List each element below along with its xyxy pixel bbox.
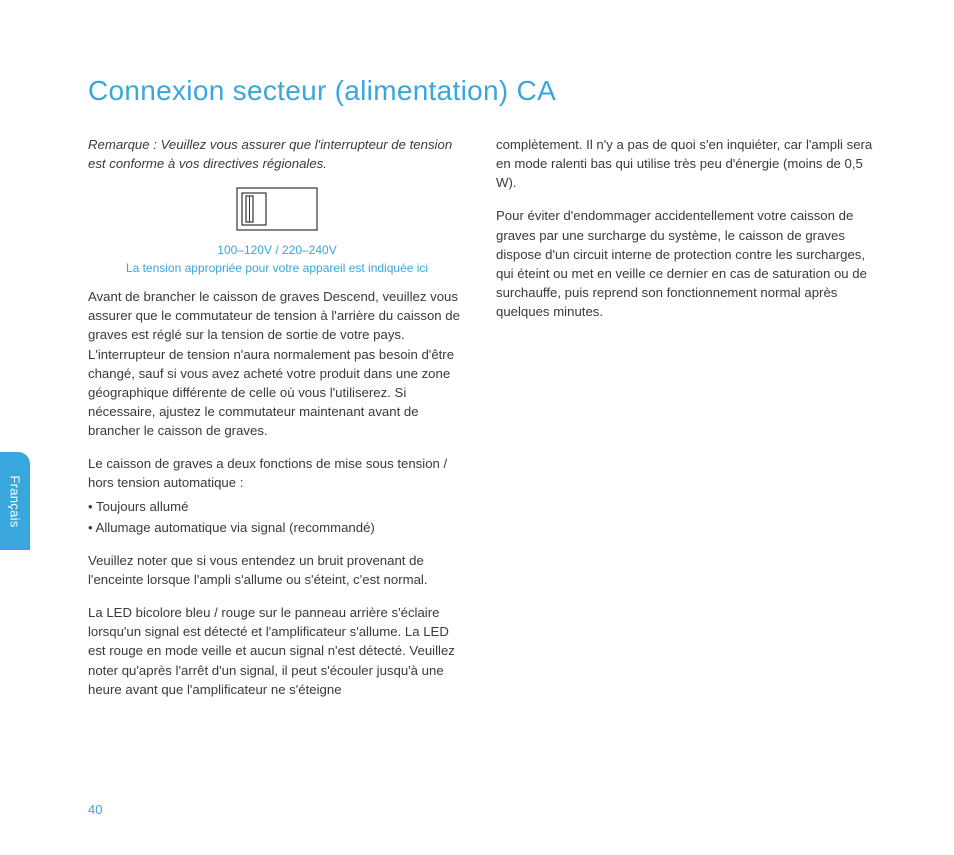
note-text: Remarque : Veuillez vous assurer que l'i… bbox=[88, 135, 466, 173]
page-number: 40 bbox=[88, 802, 102, 817]
paragraph: La LED bicolore bleu / rouge sur le pann… bbox=[88, 603, 466, 699]
two-column-layout: Remarque : Veuillez vous assurer que l'i… bbox=[88, 135, 874, 713]
voltage-switch-icon bbox=[236, 187, 318, 231]
document-page: Connexion secteur (alimentation) CA Rema… bbox=[0, 0, 954, 855]
language-tab-label: Français bbox=[8, 475, 23, 527]
paragraph: Pour éviter d'endommager accidentellemen… bbox=[496, 206, 874, 321]
paragraph: complètement. Il n'y a pas de quoi s'en … bbox=[496, 135, 874, 192]
list-item: • Allumage automatique via signal (recom… bbox=[88, 518, 466, 537]
paragraph: Le caisson de graves a deux fonctions de… bbox=[88, 454, 466, 492]
list-item: • Toujours allumé bbox=[88, 497, 466, 516]
right-column: complètement. Il n'y a pas de quoi s'en … bbox=[496, 135, 874, 713]
voltage-caption: La tension appropriée pour votre apparei… bbox=[88, 260, 466, 277]
voltage-label: 100–120V / 220–240V bbox=[88, 242, 466, 259]
voltage-switch-figure: 100–120V / 220–240V La tension approprié… bbox=[88, 187, 466, 277]
paragraph: Avant de brancher le caisson de graves D… bbox=[88, 287, 466, 440]
page-title: Connexion secteur (alimentation) CA bbox=[88, 75, 874, 107]
bullet-list: • Toujours allumé • Allumage automatique… bbox=[88, 497, 466, 537]
paragraph: Veuillez noter que si vous entendez un b… bbox=[88, 551, 466, 589]
language-tab: Français bbox=[0, 452, 30, 550]
left-column: Remarque : Veuillez vous assurer que l'i… bbox=[88, 135, 466, 713]
